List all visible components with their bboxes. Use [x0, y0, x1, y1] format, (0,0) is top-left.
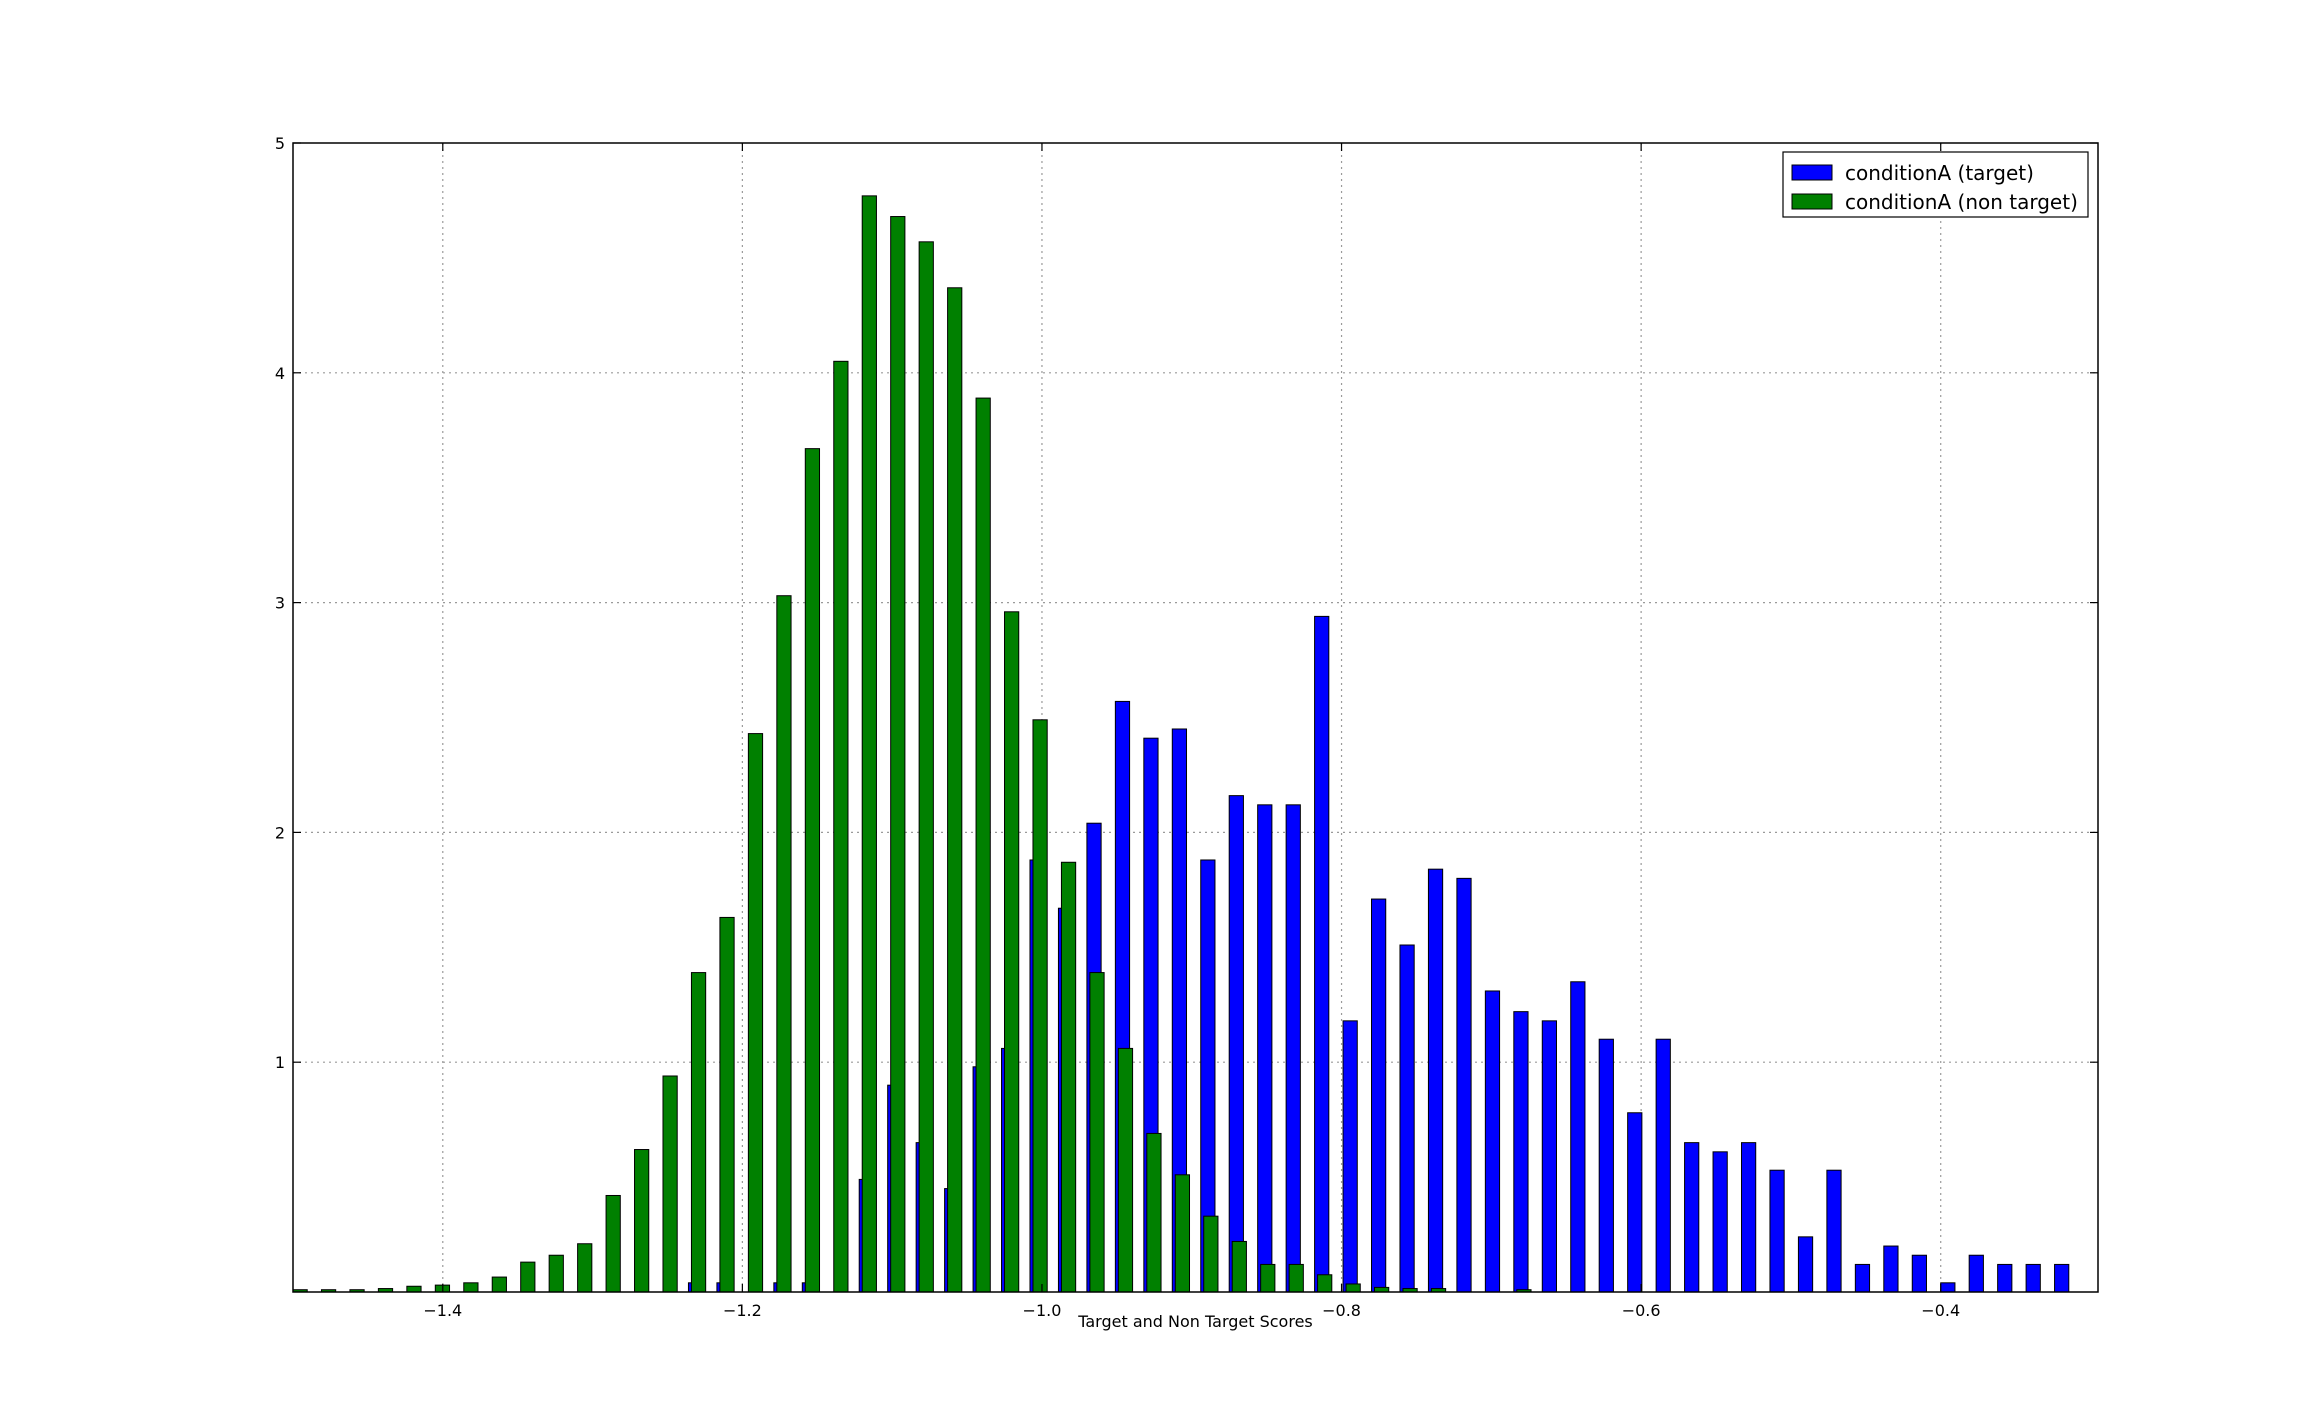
y-tick-label: 5 — [275, 134, 285, 153]
bar-target — [1968, 1254, 1984, 1293]
bar-target — [1940, 1282, 1956, 1293]
bar-non-target — [605, 1194, 621, 1293]
bar-non-target — [1004, 611, 1020, 1293]
bar-target — [1797, 1236, 1814, 1293]
bar-non-target — [1260, 1263, 1276, 1293]
bar-non-target — [1060, 861, 1077, 1293]
bar-target — [1427, 868, 1444, 1293]
bar-non-target — [833, 360, 849, 1293]
bar-target — [1997, 1263, 2013, 1293]
y-tick-label: 2 — [275, 823, 285, 842]
bar-non-target — [1089, 972, 1105, 1293]
bar-target — [1712, 1151, 1728, 1293]
bar-non-target — [577, 1243, 593, 1293]
bar-non-target — [1117, 1047, 1134, 1293]
x-tick-label: −1.0 — [1023, 1301, 1062, 1320]
bar-target — [1570, 981, 1586, 1293]
bar-non-target — [975, 397, 991, 1293]
x-tick-label: −0.6 — [1622, 1301, 1661, 1320]
bar-target — [1740, 1142, 1757, 1293]
grid-lines — [293, 143, 2098, 1292]
bar-non-target — [1203, 1215, 1219, 1293]
bar-non-target — [890, 216, 906, 1293]
bar-target — [1456, 877, 1472, 1293]
bar-non-target — [491, 1276, 507, 1293]
bar-non-target — [634, 1149, 650, 1293]
bar-target — [1627, 1112, 1643, 1293]
legend: conditionA (target) conditionA (non targ… — [1782, 151, 2089, 218]
legend-label-non-target: conditionA (non target) — [1845, 190, 2078, 214]
bar-non-target — [1288, 1263, 1304, 1293]
bar-target — [1314, 615, 1330, 1293]
bar-non-target — [662, 1075, 678, 1293]
x-tick-label: −1.4 — [423, 1301, 462, 1320]
bar-target — [1342, 1020, 1358, 1293]
bar-non-target — [747, 733, 764, 1293]
bar-target — [2054, 1263, 2070, 1293]
bar-target — [1826, 1169, 1842, 1293]
bar-target — [1911, 1254, 1927, 1293]
legend-swatch-non-target — [1791, 193, 1833, 210]
axis-ticks — [293, 142, 2098, 1292]
bar-non-target — [947, 287, 963, 1293]
x-tick-label: −0.4 — [1921, 1301, 1960, 1320]
bars — [292, 195, 2070, 1293]
bar-non-target — [861, 195, 877, 1293]
y-tick-label: 3 — [275, 594, 285, 613]
bar-target — [1399, 944, 1415, 1293]
bar-target — [1484, 990, 1501, 1293]
bar-non-target — [520, 1261, 536, 1293]
bar-target — [1854, 1263, 1871, 1293]
bar-non-target — [463, 1282, 479, 1293]
bar-non-target — [1317, 1274, 1333, 1293]
bar-target — [1257, 804, 1273, 1293]
bar-non-target — [719, 916, 735, 1293]
bar-non-target — [690, 972, 707, 1293]
bar-non-target — [918, 241, 934, 1293]
legend-box — [1782, 151, 2089, 218]
bar-non-target — [1345, 1283, 1361, 1293]
legend-swatch-target — [1791, 164, 1833, 181]
bar-target — [1541, 1020, 1557, 1293]
bar-target — [1655, 1038, 1671, 1293]
bar-non-target — [1231, 1240, 1247, 1293]
bar-non-target — [776, 595, 792, 1293]
bar-target — [1371, 898, 1387, 1293]
bar-target — [1769, 1169, 1785, 1293]
x-tick-label: −0.8 — [1322, 1301, 1361, 1320]
x-tick-label: −1.2 — [723, 1301, 762, 1320]
bar-non-target — [1146, 1132, 1162, 1293]
bar-target — [1684, 1142, 1700, 1293]
bar-target — [1883, 1245, 1899, 1293]
bar-target — [1513, 1011, 1529, 1293]
bar-target — [1285, 804, 1301, 1293]
bar-non-target — [804, 448, 821, 1293]
legend-label-target: conditionA (target) — [1845, 161, 2034, 185]
bar-target — [2025, 1263, 2041, 1293]
bar-target — [1598, 1038, 1614, 1293]
y-tick-label: 1 — [275, 1053, 285, 1072]
bar-non-target — [1174, 1174, 1191, 1293]
bar-non-target — [1032, 719, 1048, 1293]
bar-non-target — [548, 1254, 564, 1293]
x-axis-label: Target and Non Target Scores — [1077, 1312, 1313, 1331]
bar-target — [1228, 795, 1244, 1293]
axis-tick-labels: −1.4 −1.2 −1.0 −0.8 −0.6 −0.4 1 2 3 4 5 — [275, 134, 1960, 1320]
y-tick-label: 4 — [275, 364, 285, 383]
plot-area-frame — [292, 142, 2099, 1293]
bar-non-target — [406, 1285, 422, 1293]
